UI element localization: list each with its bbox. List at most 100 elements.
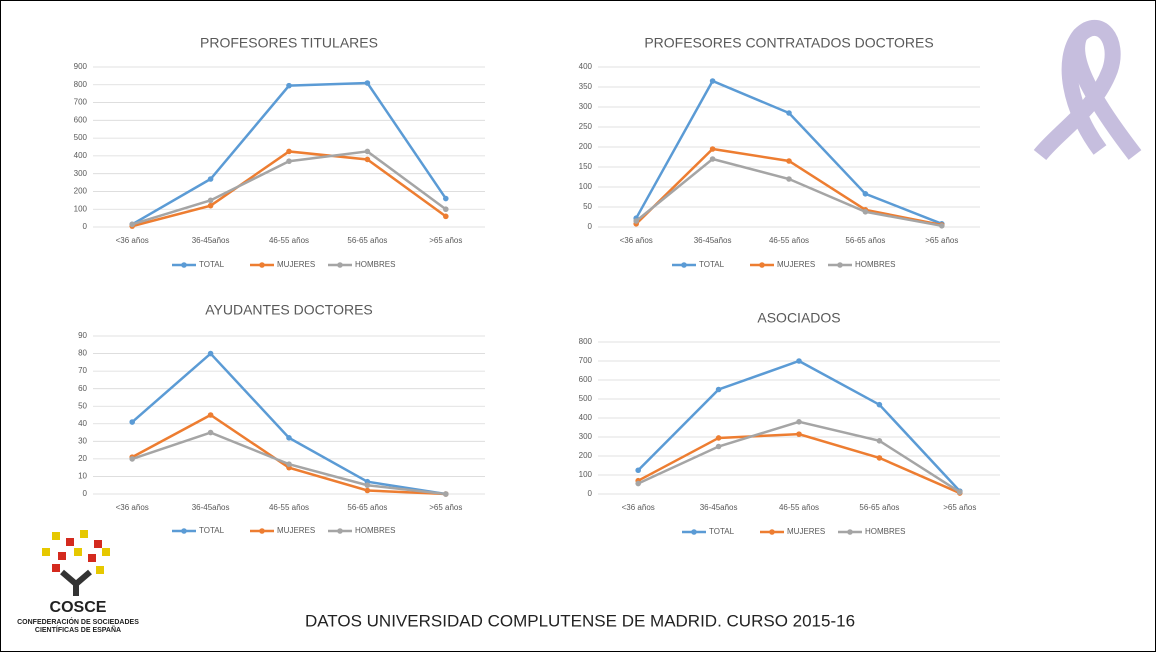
point [710, 156, 716, 162]
x-tick-label: 36-45años [700, 503, 738, 512]
y-tick-label: 800 [74, 80, 88, 89]
y-tick-label: 20 [78, 454, 87, 463]
legend-marker [847, 529, 853, 535]
point [208, 198, 214, 204]
point [957, 489, 963, 495]
chart-title: ASOCIADOS [757, 310, 840, 326]
point [286, 461, 292, 467]
logo-name: COSCE [50, 599, 107, 616]
point [443, 214, 449, 220]
logo-text: CIENTÍFICAS DE ESPAÑA [35, 625, 121, 634]
point [877, 402, 883, 408]
legend-label: TOTAL [199, 526, 225, 535]
point [716, 444, 722, 450]
y-tick-label: 100 [74, 204, 88, 213]
y-tick-label: 900 [74, 62, 88, 71]
y-tick-label: 600 [579, 375, 593, 384]
logo-text: CONFEDERACIÓN DE SOCIEDADES [17, 617, 139, 626]
point [365, 482, 371, 488]
legend-marker [337, 528, 343, 534]
x-tick-label: <36 años [622, 503, 655, 512]
point [796, 419, 802, 425]
x-tick-label: 36-45años [192, 236, 230, 245]
y-tick-label: 700 [579, 356, 593, 365]
y-tick-label: 40 [78, 419, 87, 428]
x-tick-label: 56-65 años [859, 503, 899, 512]
x-tick-label: 56-65 años [347, 236, 387, 245]
point [208, 203, 214, 209]
legend-label: MUJERES [277, 260, 315, 269]
point [129, 419, 135, 425]
legend-label: TOTAL [709, 527, 735, 536]
point [863, 209, 869, 215]
x-tick-label: 36-45años [694, 236, 732, 245]
y-tick-label: 250 [579, 122, 593, 131]
point [716, 387, 722, 393]
point [365, 80, 371, 86]
legend-label: MUJERES [787, 527, 825, 536]
point [786, 176, 792, 182]
legend-marker [681, 262, 687, 268]
point [939, 223, 945, 229]
legend-label: HOMBRES [355, 526, 395, 535]
legend-marker [769, 529, 775, 535]
chart-title: PROFESORES CONTRATADOS DOCTORES [644, 35, 933, 51]
legend-label: HOMBRES [855, 260, 895, 269]
legend-marker [337, 262, 343, 268]
legend-label: MUJERES [277, 526, 315, 535]
point [710, 78, 716, 84]
y-tick-label: 30 [78, 436, 87, 445]
y-tick-label: 150 [579, 162, 593, 171]
chart-title: AYUDANTES DOCTORES [205, 302, 373, 318]
y-tick-label: 0 [83, 222, 88, 231]
point [365, 488, 371, 494]
x-tick-label: >65 años [429, 236, 462, 245]
y-tick-label: 300 [74, 169, 88, 178]
point [208, 430, 214, 436]
y-tick-label: 100 [579, 182, 593, 191]
x-tick-label: 46-55 años [269, 503, 309, 512]
x-tick-label: <36 años [116, 236, 149, 245]
legend-marker [691, 529, 697, 535]
point [286, 149, 292, 155]
x-tick-label: >65 años [429, 503, 462, 512]
point [635, 481, 641, 487]
y-tick-label: 700 [74, 98, 88, 107]
point [863, 191, 869, 197]
y-tick-label: 0 [83, 489, 88, 498]
y-tick-label: 500 [74, 133, 88, 142]
legend-label: HOMBRES [865, 527, 905, 536]
x-tick-label: <36 años [620, 236, 653, 245]
point [286, 83, 292, 89]
y-tick-label: 400 [579, 62, 593, 71]
y-tick-label: 60 [78, 384, 87, 393]
y-tick-label: 300 [579, 432, 593, 441]
legend-marker [837, 262, 843, 268]
y-tick-label: 0 [588, 222, 593, 231]
y-tick-label: 800 [579, 337, 593, 346]
point [443, 491, 449, 497]
y-tick-label: 300 [579, 102, 593, 111]
y-tick-label: 500 [579, 394, 593, 403]
slide-border [1, 1, 1156, 652]
legend-marker [181, 262, 187, 268]
x-tick-label: <36 años [116, 503, 149, 512]
y-tick-label: 70 [78, 366, 87, 375]
x-tick-label: 46-55 años [269, 236, 309, 245]
point [286, 435, 292, 441]
point [877, 455, 883, 461]
point [796, 358, 802, 364]
y-tick-label: 200 [579, 451, 593, 460]
legend-label: TOTAL [199, 260, 225, 269]
y-tick-label: 80 [78, 349, 87, 358]
legend-label: HOMBRES [355, 260, 395, 269]
x-tick-label: 46-55 años [779, 503, 819, 512]
point [633, 218, 639, 224]
point [796, 431, 802, 437]
x-tick-label: 56-65 años [347, 503, 387, 512]
legend-label: TOTAL [699, 260, 725, 269]
point [786, 158, 792, 164]
point [443, 206, 449, 212]
y-tick-label: 200 [74, 187, 88, 196]
point [129, 456, 135, 462]
